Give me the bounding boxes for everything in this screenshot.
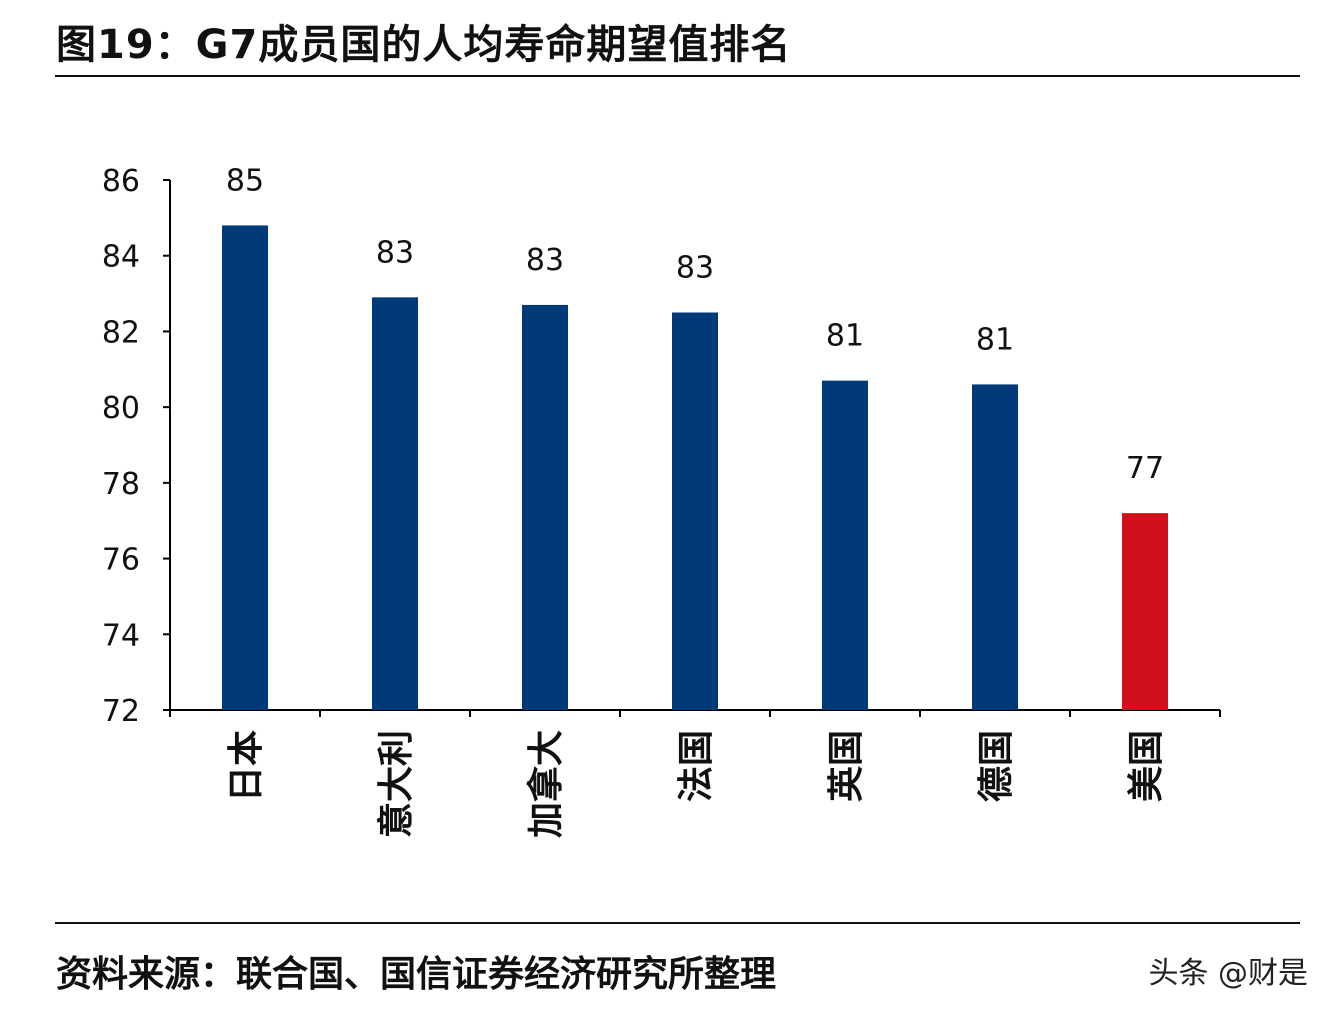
data-label: 81 bbox=[976, 322, 1014, 357]
bar-7 bbox=[1122, 513, 1168, 710]
x-tick-label: 美国 bbox=[1126, 730, 1167, 802]
bar-1 bbox=[222, 225, 268, 710]
top-rule bbox=[55, 75, 1300, 77]
bar-3 bbox=[522, 304, 568, 710]
bar-5 bbox=[822, 380, 868, 710]
x-tick-label: 德国 bbox=[976, 730, 1017, 802]
x-tick-label: 日本 bbox=[226, 730, 267, 802]
bar-4 bbox=[672, 312, 718, 710]
bottom-rule bbox=[55, 922, 1300, 924]
data-label: 81 bbox=[826, 319, 864, 354]
data-label: 83 bbox=[376, 235, 414, 270]
y-tick-label: 84 bbox=[102, 240, 140, 275]
y-tick-label: 74 bbox=[102, 618, 140, 653]
x-tick-label: 英国 bbox=[826, 730, 867, 802]
bar-2 bbox=[372, 297, 418, 710]
y-tick-label: 86 bbox=[102, 164, 140, 199]
bar-6 bbox=[972, 384, 1018, 710]
source-note: 资料来源：联合国、国信证券经济研究所整理 bbox=[56, 954, 777, 995]
x-tick-label: 法国 bbox=[676, 730, 717, 802]
y-tick-label: 80 bbox=[102, 391, 140, 426]
data-label: 77 bbox=[1126, 451, 1164, 486]
y-tick-label: 82 bbox=[102, 315, 140, 350]
y-tick-label: 76 bbox=[102, 543, 140, 578]
data-label: 83 bbox=[526, 243, 564, 278]
data-label: 83 bbox=[676, 251, 714, 286]
chart-title: 图19：G7成员国的人均寿命期望值排名 bbox=[56, 22, 792, 68]
watermark: 头条 @财是 bbox=[1148, 956, 1308, 991]
x-tick-label: 加拿大 bbox=[525, 730, 567, 838]
y-tick-label: 72 bbox=[102, 694, 140, 729]
x-tick-label: 意大利 bbox=[376, 730, 417, 838]
y-tick-label: 78 bbox=[102, 467, 140, 502]
data-label: 85 bbox=[226, 163, 264, 198]
